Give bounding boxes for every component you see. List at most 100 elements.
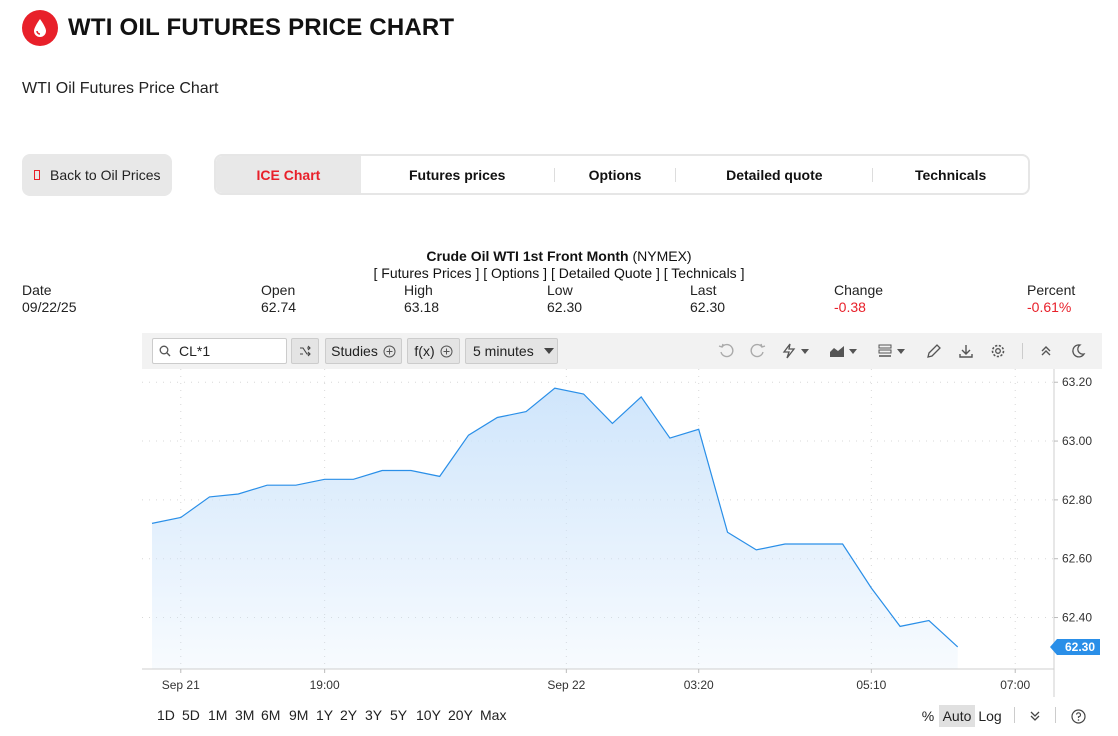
dark-mode-icon[interactable]: [1068, 341, 1088, 361]
chart-range-bar: 1D 5D 1M 3M 6M 9M 1Y 2Y 3Y 5Y 10Y 20Y Ma…: [142, 701, 1102, 729]
link-options[interactable]: [ Options ]: [483, 265, 548, 281]
redo-icon[interactable]: [748, 341, 768, 361]
quote-field-value: 62.30: [690, 299, 726, 315]
quote-field-label: Date: [22, 282, 52, 298]
quote-last: Last 62.30: [690, 282, 725, 316]
range-1d[interactable]: 1D: [157, 707, 175, 723]
range-1m[interactable]: 1M: [208, 707, 228, 723]
symbol-search-input[interactable]: CL*1: [152, 338, 287, 364]
y-tick-label: 63.20: [1062, 375, 1092, 389]
range-1y[interactable]: 1Y: [316, 707, 334, 723]
page-header: WTI OIL FUTURES PRICE CHART: [22, 10, 454, 46]
studies-button[interactable]: Studies: [325, 338, 402, 364]
scale-percent[interactable]: %: [921, 708, 935, 724]
quote-field-label: Percent: [1027, 282, 1076, 298]
tab-divider: [872, 167, 874, 182]
last-price-label: 62.30: [1065, 640, 1095, 654]
bottom-divider: [1055, 707, 1056, 723]
studies-label: Studies: [331, 343, 378, 359]
quote-field-value: 62.30: [547, 299, 583, 315]
tab-divider: [675, 167, 677, 182]
range-5y[interactable]: 5Y: [390, 707, 408, 723]
x-tick-label: 03:20: [684, 678, 714, 692]
tab-technicals[interactable]: Technicals: [914, 166, 987, 183]
page-title: WTI OIL FUTURES PRICE CHART: [68, 14, 455, 41]
quote-title: Crude Oil WTI 1st Front Month (NYMEX): [0, 248, 1118, 264]
quote-field-label: Change: [834, 282, 884, 298]
layout-icon[interactable]: [876, 341, 910, 361]
search-icon: [159, 345, 171, 357]
last-price-marker: [1050, 638, 1100, 655]
price-line: [151, 387, 959, 648]
range-9m[interactable]: 9M: [289, 707, 309, 723]
quote-field-label: Last: [690, 282, 717, 298]
quote-links: [ Futures Prices ] [ Options ] [ Detaile…: [0, 265, 1118, 281]
instrument-name: Crude Oil WTI 1st Front Month: [426, 248, 629, 264]
bottom-divider: [1014, 707, 1015, 723]
y-tick-label: 62.80: [1062, 493, 1092, 507]
quote-field-value: 62.74: [261, 299, 297, 315]
tab-detailed-quote[interactable]: Detailed quote: [726, 166, 823, 183]
quote-low: Low 62.30: [547, 282, 582, 316]
compare-button[interactable]: [291, 338, 319, 364]
quote-change: Change -0.38: [834, 282, 883, 316]
download-icon[interactable]: [956, 341, 976, 361]
tab-futures-prices[interactable]: Futures prices: [408, 166, 506, 183]
range-20y[interactable]: 20Y: [448, 707, 473, 723]
range-5d[interactable]: 5D: [182, 707, 200, 723]
symbol-value: CL*1: [179, 343, 211, 359]
link-futures-prices[interactable]: [ Futures Prices ]: [373, 265, 480, 281]
back-icon: [34, 170, 40, 180]
range-max[interactable]: Max: [480, 707, 507, 723]
expand-down-icon[interactable]: [1025, 705, 1045, 727]
quote-field-label: Open: [261, 282, 296, 298]
quote-date: Date 09/22/25: [22, 282, 77, 316]
range-6m[interactable]: 6M: [261, 707, 281, 723]
range-2y[interactable]: 2Y: [340, 707, 358, 723]
pencil-icon[interactable]: [924, 341, 944, 361]
tab-options[interactable]: Options: [588, 166, 642, 183]
range-3y[interactable]: 3Y: [365, 707, 383, 723]
exchange-label: (NYMEX): [632, 248, 692, 264]
collapse-icon[interactable]: [1036, 341, 1056, 361]
range-10y[interactable]: 10Y: [416, 707, 441, 723]
add-circle-icon: [440, 345, 453, 357]
back-button-label: Back to Oil Prices: [50, 167, 161, 183]
y-tick-label: 62.60: [1062, 552, 1092, 566]
lightning-icon[interactable]: [780, 341, 814, 361]
quote-percent: Percent -0.61%: [1027, 282, 1075, 316]
tab-ice-chart[interactable]: ICE Chart: [216, 156, 361, 193]
x-tick-label: 07:00: [1000, 678, 1030, 692]
quote-field-value: 09/22/25: [22, 299, 77, 315]
range-3m[interactable]: 3M: [235, 707, 255, 723]
x-tick-label: 19:00: [310, 678, 340, 692]
scale-auto[interactable]: Auto: [939, 705, 975, 727]
chart-type-icon[interactable]: [828, 341, 862, 361]
fx-label: f(x): [414, 343, 435, 359]
quote-field-value: -0.61%: [1027, 299, 1072, 315]
chart-toolbar: CL*1 Studies f(x) 5 minutes: [142, 333, 1102, 369]
add-circle-icon: [383, 345, 396, 357]
help-icon[interactable]: [1068, 705, 1088, 727]
x-tick-label: Sep 22: [547, 678, 585, 692]
quote-field-label: Low: [547, 282, 573, 298]
oil-drop-icon: [22, 10, 58, 46]
page-subtitle: WTI Oil Futures Price Chart: [22, 80, 219, 97]
quote-field-label: High: [404, 282, 433, 298]
toolbar-divider: [1022, 343, 1023, 359]
link-technicals[interactable]: [ Technicals ]: [663, 265, 745, 281]
back-to-oil-prices-button[interactable]: Back to Oil Prices: [22, 154, 172, 196]
tab-divider: [553, 167, 555, 182]
y-tick-label: 62.40: [1062, 611, 1092, 625]
y-tick-label: 63.00: [1062, 434, 1092, 448]
interval-select[interactable]: 5 minutes: [465, 338, 558, 364]
x-tick-label: Sep 21: [162, 678, 200, 692]
tab-bar: ICE Chart Futures prices Options Detaile…: [214, 154, 1030, 195]
scale-log[interactable]: Log: [978, 708, 1002, 724]
link-detailed-quote[interactable]: [ Detailed Quote ]: [550, 265, 660, 281]
settings-icon[interactable]: [988, 341, 1008, 361]
undo-icon[interactable]: [716, 341, 736, 361]
chart-widget: CL*1 Studies f(x) 5 minutes: [142, 333, 1102, 731]
price-chart[interactable]: 63.20 63.00 62.80 62.60 62.40 Sep 21 19:00 Sep …: [142, 369, 1102, 699]
fx-button[interactable]: f(x): [407, 338, 460, 364]
